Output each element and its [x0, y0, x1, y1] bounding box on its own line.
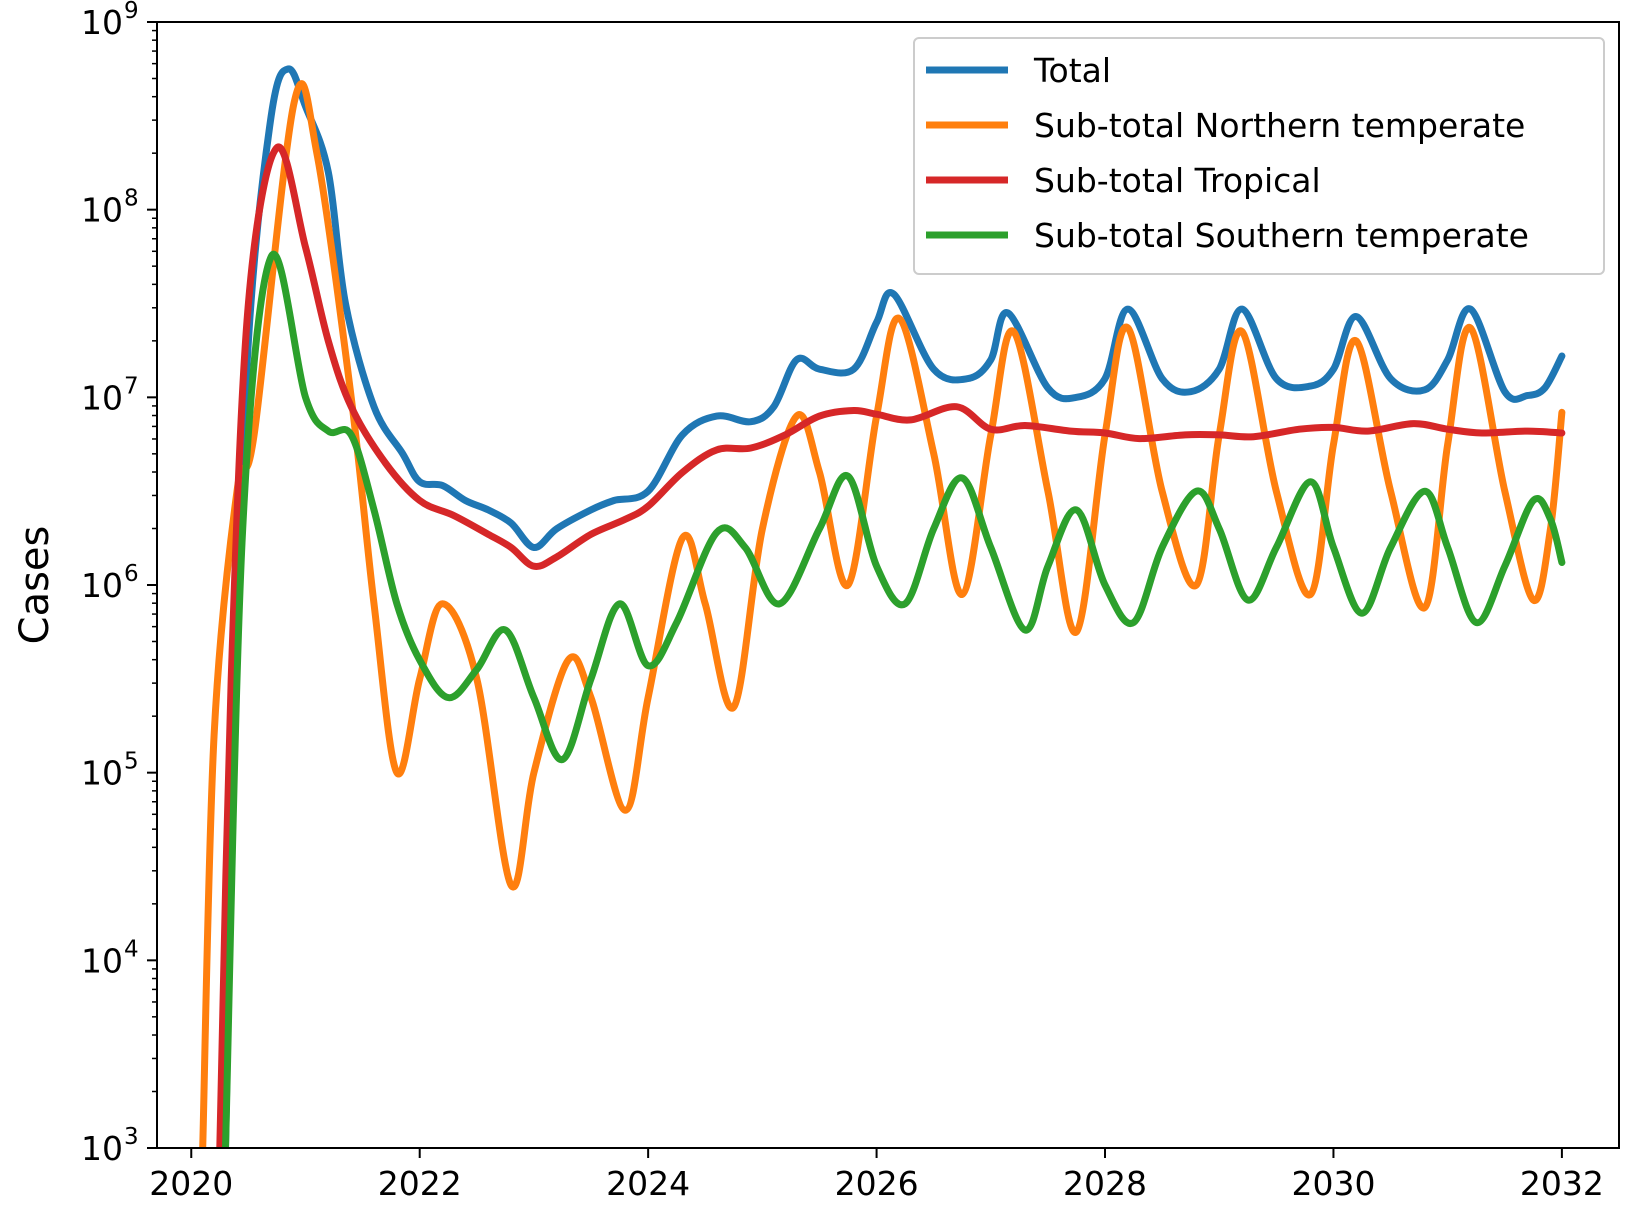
y-tick-label: 10: [81, 1129, 123, 1168]
legend-label: Sub-total Tropical: [1034, 161, 1321, 200]
x-tick-label: 2024: [606, 1164, 690, 1203]
y-tick-label: 10: [81, 3, 123, 42]
y-tick-label: 10: [81, 191, 123, 230]
x-tick-label: 2032: [1520, 1164, 1604, 1203]
legend-box: [913, 37, 1605, 275]
y-tick-exponent: 7: [124, 373, 139, 399]
y-tick-label: 10: [81, 566, 123, 605]
legend-label: Sub-total Southern temperate: [1034, 216, 1529, 255]
y-tick-label: 10: [81, 941, 123, 980]
series-line-1: [199, 80, 1566, 1148]
plot-lines: [199, 65, 1566, 1148]
y-tick-exponent: 5: [124, 749, 139, 775]
y-tick-label: 10: [81, 378, 123, 417]
x-tick-label: 2026: [835, 1164, 919, 1203]
legend-label: Sub-total Northern temperate: [1034, 106, 1525, 145]
series-line-3: [222, 250, 1566, 1148]
y-tick-exponent: 4: [124, 936, 139, 962]
legend: Total Sub-total Northern temperate Sub-tot…: [913, 37, 1605, 275]
y-tick-exponent: 8: [124, 186, 139, 212]
legend-label: Total: [1033, 51, 1111, 90]
x-tick-label: 2020: [149, 1164, 233, 1203]
x-tick-label: 2028: [1063, 1164, 1147, 1203]
y-tick-label: 10: [81, 754, 123, 793]
y-tick-exponent: 6: [124, 561, 139, 587]
y-tick-exponent: 3: [124, 1124, 139, 1150]
x-tick-label: 2022: [378, 1164, 462, 1203]
x-axis: 2020 2022 2024 2026 2028 2030 2032: [149, 1148, 1604, 1203]
series-line-2: [216, 143, 1566, 1148]
y-axis-label: Cases: [12, 526, 58, 645]
x-tick-label: 2030: [1291, 1164, 1375, 1203]
y-tick-exponent: 9: [124, 0, 139, 24]
series-line-0: [222, 65, 1566, 1148]
